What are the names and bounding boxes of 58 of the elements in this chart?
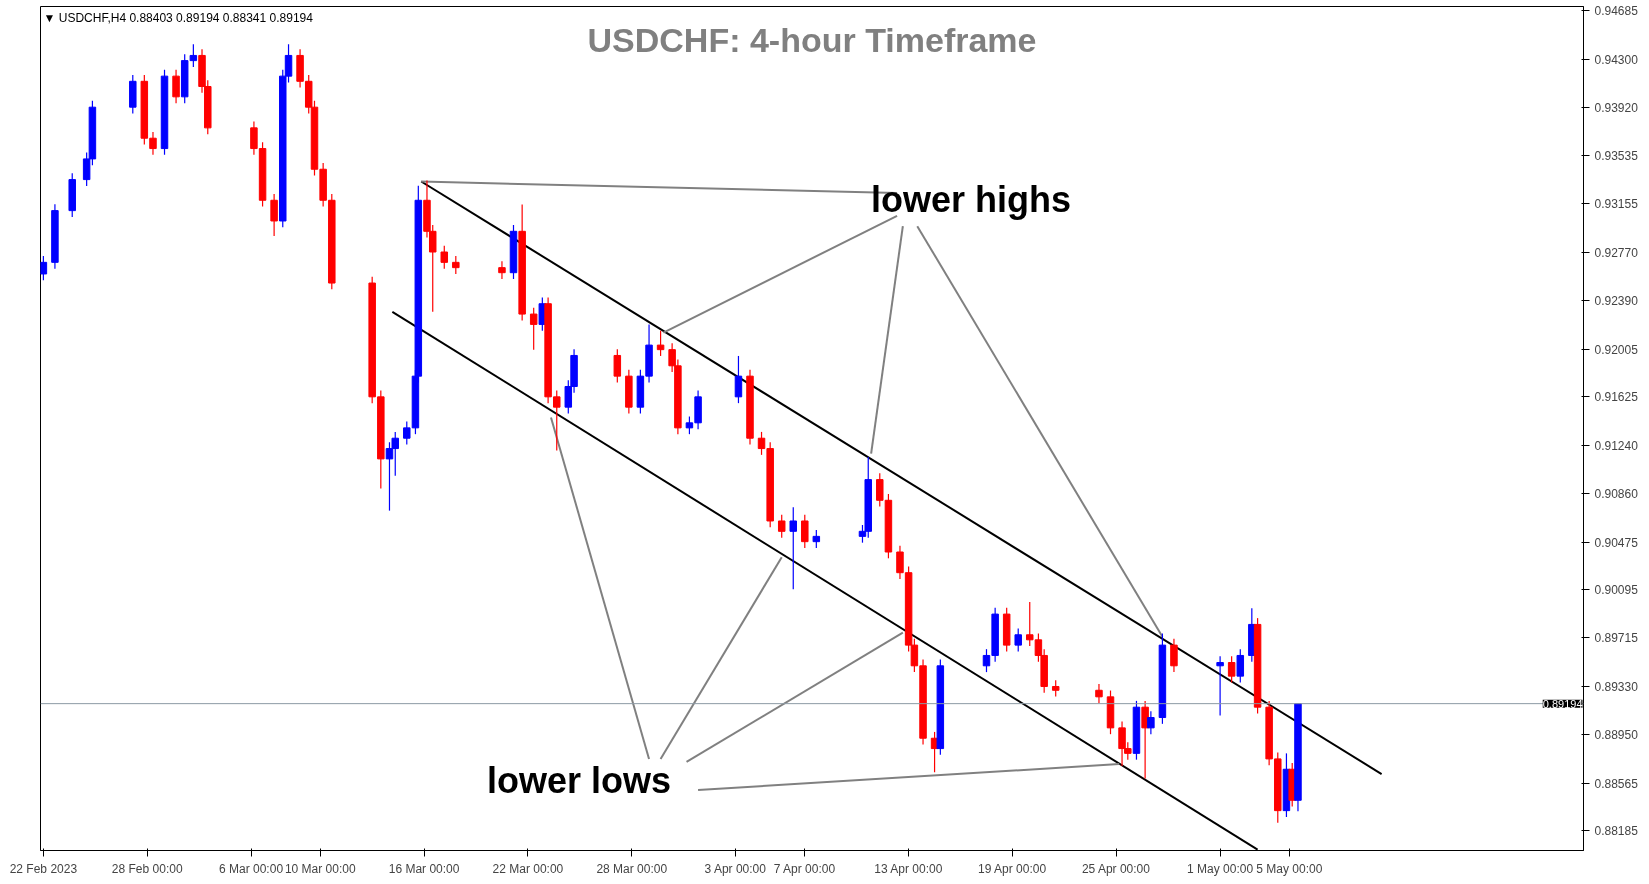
y-tick-label: 0.91240 xyxy=(1594,439,1639,454)
y-tick-label: 0.93155 xyxy=(1594,197,1639,212)
y-tick-label: 0.90860 xyxy=(1594,486,1639,501)
candlestick xyxy=(270,193,278,237)
x-tick-label: 7 Apr 00:00 xyxy=(773,861,836,876)
candlestick xyxy=(613,348,622,384)
y-tick-label: 0.92390 xyxy=(1594,293,1639,308)
x-tick-label: 22 Mar 00:00 xyxy=(492,861,564,876)
y-tick-label: 0.89330 xyxy=(1594,679,1639,694)
annotation: lower highs xyxy=(870,179,1071,221)
x-tick-label: 28 Mar 00:00 xyxy=(596,861,668,876)
y-tick-label: 0.92770 xyxy=(1594,246,1639,261)
y-tick-label: 0.93920 xyxy=(1594,100,1639,115)
candlestick xyxy=(876,472,884,508)
y-tick-label: 0.90095 xyxy=(1594,583,1639,598)
y-tick-label: 0.89715 xyxy=(1594,631,1639,646)
candlestick xyxy=(498,260,506,280)
x-tick-label: 5 May 00:00 xyxy=(1256,861,1323,876)
y-tick-label: 0.90475 xyxy=(1594,535,1639,550)
x-tick-label: 22 Feb 2023 xyxy=(9,861,78,876)
x-tick-label: 6 Mar 00:00 xyxy=(219,861,284,876)
candlestick xyxy=(656,330,665,357)
x-tick-label: 16 Mar 00:00 xyxy=(388,861,460,876)
y-tick-label: 0.88950 xyxy=(1594,727,1639,742)
x-tick-label: 10 Mar 00:00 xyxy=(284,861,356,876)
candlestick xyxy=(1216,655,1224,717)
candlestick xyxy=(1227,655,1236,684)
x-tick-label: 25 Apr 00:00 xyxy=(1081,861,1151,876)
y-tick-label: 0.94685 xyxy=(1594,4,1639,19)
candlestick xyxy=(440,245,449,270)
x-tick-label: 28 Feb 00:00 xyxy=(111,861,183,876)
candlestick xyxy=(172,69,180,104)
y-tick-label: 0.92005 xyxy=(1594,342,1639,357)
candlestick xyxy=(734,355,743,404)
chart-title: USDCHF: 4-hour Timeframe xyxy=(587,20,1037,59)
ref-line-label: 0.89194 xyxy=(1542,697,1583,710)
candlestick xyxy=(801,514,809,549)
candlestick xyxy=(789,506,797,590)
candlestick xyxy=(1095,683,1103,704)
x-tick-label: 1 May 00:00 xyxy=(1187,861,1254,876)
y-tick-label: 0.88185 xyxy=(1594,824,1639,839)
x-tick-label: 3 Apr 00:00 xyxy=(704,861,767,876)
chart-subtitle: ▼ USDCHF,H4 0.88403 0.89194 0.88341 0.89194 xyxy=(43,10,314,25)
candlestick xyxy=(1141,700,1149,780)
y-tick-label: 0.91625 xyxy=(1594,390,1639,405)
x-tick-label: 13 Apr 00:00 xyxy=(874,861,943,876)
candlestick xyxy=(1147,710,1155,735)
y-tick-label: 0.88565 xyxy=(1594,776,1639,791)
candlestick xyxy=(1236,648,1245,684)
y-tick-label: 0.94300 xyxy=(1594,52,1639,67)
candlestick xyxy=(1170,638,1178,673)
x-tick-label: 19 Apr 00:00 xyxy=(978,861,1047,876)
candlestick xyxy=(777,514,786,539)
candlestick xyxy=(40,255,48,281)
candlestick xyxy=(529,307,538,351)
y-tick-label: 0.93535 xyxy=(1594,149,1639,164)
annotation: lower lows xyxy=(486,759,672,801)
candlestick xyxy=(1014,627,1022,653)
